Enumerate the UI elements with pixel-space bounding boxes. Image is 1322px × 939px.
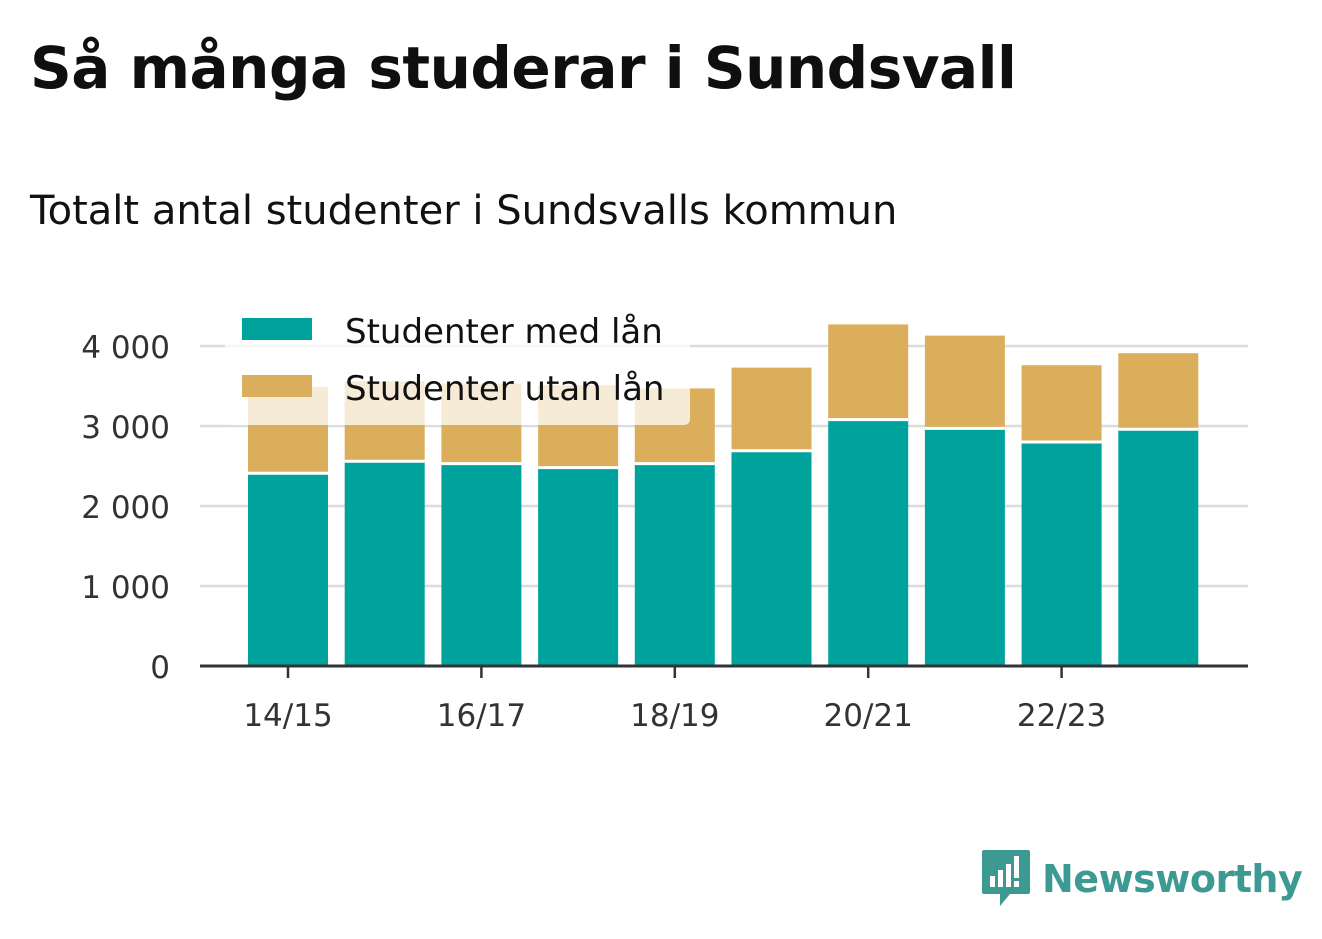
bar-segment bbox=[1118, 353, 1199, 430]
brand-name: Newsworthy bbox=[1042, 857, 1303, 901]
x-tick-label: 22/23 bbox=[1017, 698, 1106, 734]
y-tick-label: 4 000 bbox=[81, 330, 170, 366]
legend-swatch bbox=[242, 375, 312, 397]
bars bbox=[248, 324, 1199, 666]
x-tick-label: 18/19 bbox=[630, 698, 719, 734]
legend-label: Studenter med lån bbox=[345, 312, 663, 352]
newsworthy-logo-icon bbox=[982, 850, 1030, 906]
y-tick-label: 1 000 bbox=[81, 570, 170, 606]
axes: 0 1 000 2 000 3 000 4 000 14/15 16/17 18/19 20/2… bbox=[81, 330, 1248, 734]
chart-title: Så många studerar i Sundsvall bbox=[30, 34, 1017, 102]
chart-subtitle: Totalt antal studenter i Sundsvalls komm… bbox=[30, 188, 898, 234]
x-tick-label: 20/21 bbox=[824, 698, 913, 734]
bar-segment bbox=[441, 463, 522, 666]
y-tick-label: 2 000 bbox=[81, 490, 170, 526]
bar-segment bbox=[828, 419, 909, 666]
legend-label: Studenter utan lån bbox=[345, 369, 664, 409]
legend-swatch bbox=[242, 318, 312, 340]
y-tick-label: 0 bbox=[150, 650, 170, 686]
y-tick-label: 3 000 bbox=[81, 410, 170, 446]
bar-segment bbox=[924, 335, 1005, 429]
bar-segment bbox=[634, 463, 715, 666]
legend: Studenter med lån Studenter utan lån bbox=[225, 310, 690, 425]
x-tick-label: 16/17 bbox=[437, 698, 526, 734]
bar-segment bbox=[731, 367, 812, 451]
bar-segment bbox=[1021, 365, 1102, 442]
bar-segment bbox=[731, 450, 812, 666]
bar-segment bbox=[1118, 429, 1199, 666]
legend-box bbox=[225, 310, 690, 425]
newsworthy-logo: Newsworthy bbox=[980, 848, 1303, 910]
bar-segment bbox=[924, 428, 1005, 666]
bar-segment bbox=[1021, 442, 1102, 666]
bar-segment bbox=[828, 324, 909, 420]
bar-segment bbox=[248, 473, 328, 666]
bar-segment bbox=[538, 467, 619, 666]
x-tick-label: 14/15 bbox=[243, 698, 332, 734]
bar-segment bbox=[344, 461, 425, 666]
